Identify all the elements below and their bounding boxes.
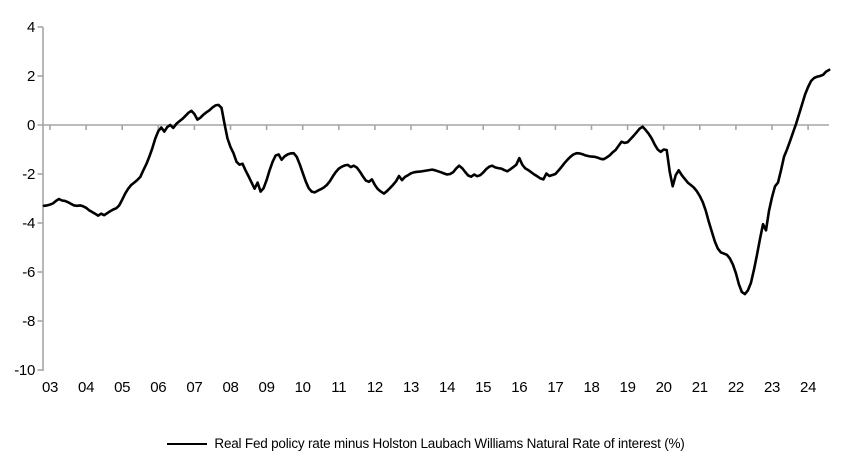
x-axis-tick-label: 07 [186,379,202,396]
x-axis-tick-label: 15 [475,379,491,396]
x-axis-tick-label: 18 [583,379,599,396]
y-axis-tick-label: -8 [22,313,35,330]
legend-label: Real Fed policy rate minus Holston Lauba… [214,436,685,451]
data-line-real-fed-policy-rate [42,68,831,296]
y-axis-tick-label: 0 [27,117,35,134]
x-axis-tick-label: 23 [764,379,780,396]
chart-legend: Real Fed policy rate minus Holston Lauba… [0,436,852,451]
x-axis-tick-label: 24 [800,379,816,396]
x-axis-tick-label: 11 [331,379,346,396]
x-axis-tick-label: 09 [259,379,275,396]
x-axis-tick-label: 16 [511,379,527,396]
x-axis-tick-label: 20 [656,379,672,396]
x-axis-tick-label: 12 [367,379,383,396]
x-axis-tick-label: 10 [295,379,311,396]
x-axis-tick-label: 14 [439,379,455,396]
y-axis-tick-label: -6 [22,264,35,281]
x-axis-tick-label: 05 [114,379,130,396]
x-axis-tick-label: 04 [78,379,94,396]
y-axis-tick-label: -10 [14,362,35,379]
x-axis-tick-label: 03 [42,379,58,396]
y-axis-tick-label: -4 [22,215,35,232]
y-axis-tick-label: 2 [27,68,35,85]
y-axis-tick-label: -2 [22,166,35,183]
x-axis-tick-label: 13 [403,379,419,396]
x-axis-tick-label: 19 [620,379,636,396]
x-axis-tick-label: 06 [150,379,166,396]
y-axis-tick-label: 4 [27,19,35,36]
legend-line-sample [167,442,208,445]
x-axis-tick-label: 21 [692,379,708,396]
x-axis-tick-label: 17 [547,379,563,396]
x-axis-tick-label: 22 [728,379,744,396]
x-axis-tick-label: 08 [222,379,238,396]
